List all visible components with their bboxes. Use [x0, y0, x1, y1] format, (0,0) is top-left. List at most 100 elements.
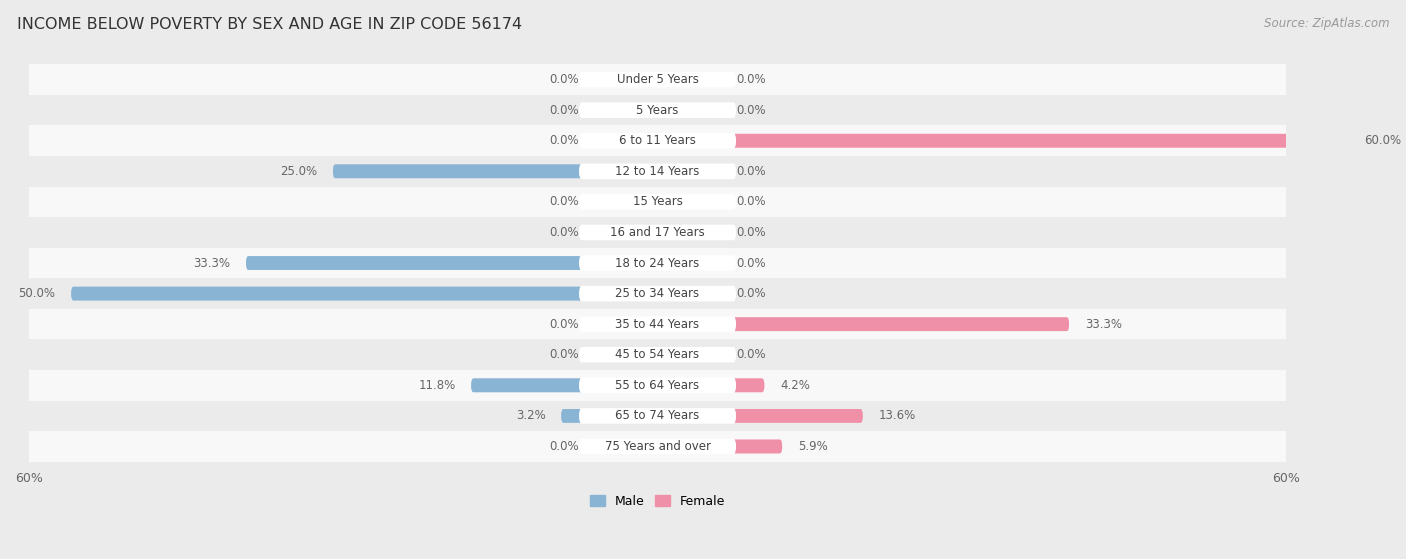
FancyBboxPatch shape: [658, 409, 863, 423]
Text: 12 to 14 Years: 12 to 14 Years: [616, 165, 700, 178]
FancyBboxPatch shape: [595, 226, 658, 239]
FancyBboxPatch shape: [246, 256, 658, 270]
FancyBboxPatch shape: [595, 195, 658, 209]
FancyBboxPatch shape: [72, 287, 658, 301]
Text: 60.0%: 60.0%: [1364, 134, 1402, 147]
FancyBboxPatch shape: [579, 225, 737, 240]
Text: 33.3%: 33.3%: [1085, 318, 1122, 331]
Text: Source: ZipAtlas.com: Source: ZipAtlas.com: [1264, 17, 1389, 30]
FancyBboxPatch shape: [658, 348, 720, 362]
FancyBboxPatch shape: [658, 318, 1069, 331]
Text: 0.0%: 0.0%: [737, 226, 766, 239]
Text: 18 to 24 Years: 18 to 24 Years: [616, 257, 700, 269]
Text: 15 Years: 15 Years: [633, 196, 682, 209]
Bar: [30, 339, 1285, 370]
Bar: [30, 278, 1285, 309]
Text: 25.0%: 25.0%: [280, 165, 318, 178]
FancyBboxPatch shape: [595, 134, 658, 148]
Text: 0.0%: 0.0%: [737, 196, 766, 209]
FancyBboxPatch shape: [72, 287, 658, 301]
Text: 33.3%: 33.3%: [194, 257, 231, 269]
FancyBboxPatch shape: [595, 318, 658, 331]
FancyBboxPatch shape: [658, 378, 765, 392]
FancyBboxPatch shape: [658, 73, 720, 87]
Bar: [30, 370, 1285, 401]
FancyBboxPatch shape: [246, 256, 658, 270]
Legend: Male, Female: Male, Female: [585, 490, 730, 513]
Text: 0.0%: 0.0%: [550, 134, 579, 147]
FancyBboxPatch shape: [658, 318, 1069, 331]
FancyBboxPatch shape: [579, 377, 737, 393]
Text: 50.0%: 50.0%: [18, 287, 55, 300]
FancyBboxPatch shape: [579, 316, 737, 332]
FancyBboxPatch shape: [579, 439, 737, 454]
FancyBboxPatch shape: [561, 409, 658, 423]
Bar: [30, 156, 1285, 187]
Text: 0.0%: 0.0%: [737, 73, 766, 86]
FancyBboxPatch shape: [579, 194, 737, 210]
FancyBboxPatch shape: [579, 133, 737, 149]
FancyBboxPatch shape: [658, 226, 720, 239]
Bar: [30, 401, 1285, 431]
Text: Under 5 Years: Under 5 Years: [617, 73, 699, 86]
FancyBboxPatch shape: [595, 103, 658, 117]
FancyBboxPatch shape: [658, 195, 720, 209]
Bar: [30, 64, 1285, 95]
FancyBboxPatch shape: [658, 134, 1348, 148]
Text: 0.0%: 0.0%: [550, 73, 579, 86]
FancyBboxPatch shape: [658, 134, 1348, 148]
FancyBboxPatch shape: [658, 256, 720, 270]
FancyBboxPatch shape: [561, 409, 658, 423]
Text: 11.8%: 11.8%: [418, 379, 456, 392]
Bar: [30, 187, 1285, 217]
Text: 55 to 64 Years: 55 to 64 Years: [616, 379, 700, 392]
FancyBboxPatch shape: [595, 73, 658, 87]
Text: 0.0%: 0.0%: [737, 257, 766, 269]
Bar: [30, 125, 1285, 156]
FancyBboxPatch shape: [579, 164, 737, 179]
Text: 5 Years: 5 Years: [637, 103, 679, 117]
Text: 0.0%: 0.0%: [550, 196, 579, 209]
Text: 0.0%: 0.0%: [550, 348, 579, 361]
Bar: [30, 431, 1285, 462]
FancyBboxPatch shape: [579, 347, 737, 363]
FancyBboxPatch shape: [595, 439, 658, 453]
Text: 4.2%: 4.2%: [780, 379, 810, 392]
FancyBboxPatch shape: [333, 164, 658, 178]
Text: 13.6%: 13.6%: [879, 409, 915, 423]
Text: 0.0%: 0.0%: [737, 165, 766, 178]
Bar: [30, 217, 1285, 248]
Bar: [30, 309, 1285, 339]
Text: 0.0%: 0.0%: [737, 287, 766, 300]
FancyBboxPatch shape: [658, 103, 720, 117]
FancyBboxPatch shape: [658, 287, 720, 301]
FancyBboxPatch shape: [471, 378, 658, 392]
FancyBboxPatch shape: [658, 409, 863, 423]
Text: 0.0%: 0.0%: [550, 440, 579, 453]
Text: 25 to 34 Years: 25 to 34 Years: [616, 287, 700, 300]
Text: 0.0%: 0.0%: [550, 318, 579, 331]
FancyBboxPatch shape: [579, 72, 737, 87]
Text: 3.2%: 3.2%: [516, 409, 546, 423]
FancyBboxPatch shape: [579, 286, 737, 301]
Text: 0.0%: 0.0%: [550, 103, 579, 117]
FancyBboxPatch shape: [579, 408, 737, 424]
Text: 0.0%: 0.0%: [737, 103, 766, 117]
FancyBboxPatch shape: [333, 164, 658, 178]
Text: 6 to 11 Years: 6 to 11 Years: [619, 134, 696, 147]
Bar: [30, 248, 1285, 278]
Text: 75 Years and over: 75 Years and over: [605, 440, 710, 453]
Text: 0.0%: 0.0%: [737, 348, 766, 361]
Text: 16 and 17 Years: 16 and 17 Years: [610, 226, 704, 239]
FancyBboxPatch shape: [579, 102, 737, 118]
Text: 0.0%: 0.0%: [550, 226, 579, 239]
FancyBboxPatch shape: [658, 439, 782, 453]
Text: 65 to 74 Years: 65 to 74 Years: [616, 409, 700, 423]
Text: 35 to 44 Years: 35 to 44 Years: [616, 318, 700, 331]
Text: 45 to 54 Years: 45 to 54 Years: [616, 348, 700, 361]
FancyBboxPatch shape: [658, 378, 765, 392]
Bar: [30, 95, 1285, 125]
FancyBboxPatch shape: [595, 348, 658, 362]
FancyBboxPatch shape: [658, 164, 720, 178]
FancyBboxPatch shape: [658, 439, 782, 453]
